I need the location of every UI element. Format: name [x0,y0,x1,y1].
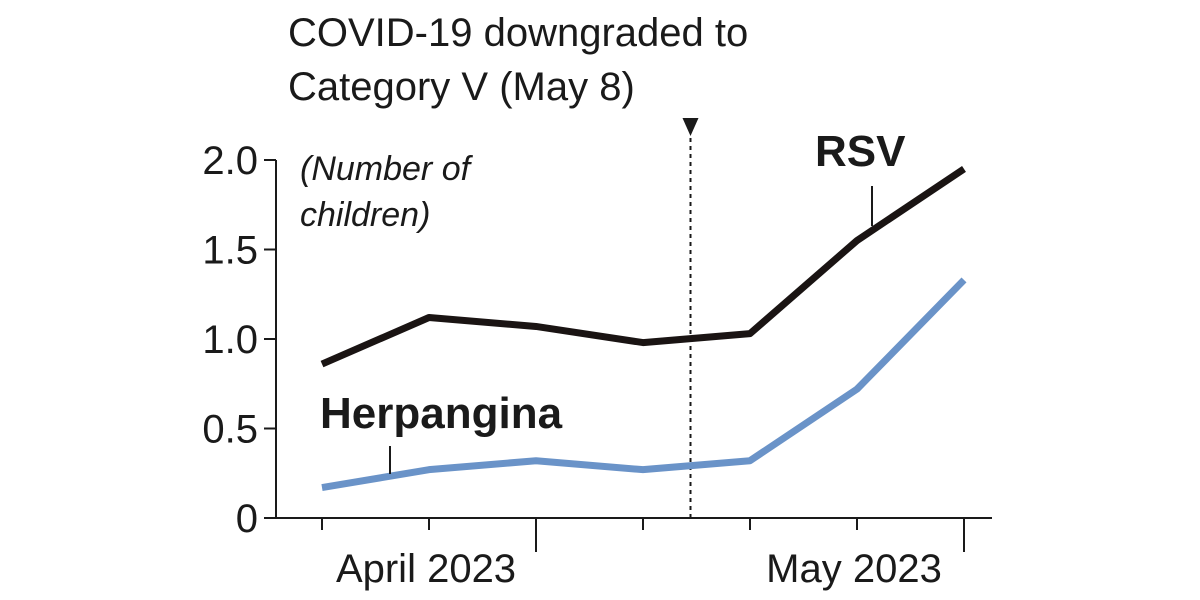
series-lines [320,166,967,492]
y-ticks: 0 0.5 1.0 1.5 2.0 [202,139,276,541]
annotation-triangle [682,118,699,136]
y-tick-label: 0 [236,497,258,541]
y-tick-label: 2.0 [202,139,258,183]
annotation-line-1: COVID-19 downgraded to [288,11,748,55]
x-month-label: April 2023 [336,547,516,591]
x-ticks: April 2023 May 2023 [321,518,965,591]
series-label-rsv: RSV [815,127,906,176]
series-line-rsv [320,166,966,368]
series-line-herpangina [321,277,967,492]
y-tick-label: 1.5 [202,229,258,273]
unit-label-line-2: children) [300,196,430,234]
x-month-label: May 2023 [766,547,942,591]
annotation-marker [682,118,699,518]
annotation-line-2: Category V (May 8) [288,65,635,109]
y-tick-label: 1.0 [202,318,258,362]
series-labels: RSV Herpangina [320,127,906,474]
unit-label-line-1: (Number of [300,150,474,188]
series-label-herpangina: Herpangina [320,389,563,438]
y-tick-label: 0.5 [202,408,258,452]
